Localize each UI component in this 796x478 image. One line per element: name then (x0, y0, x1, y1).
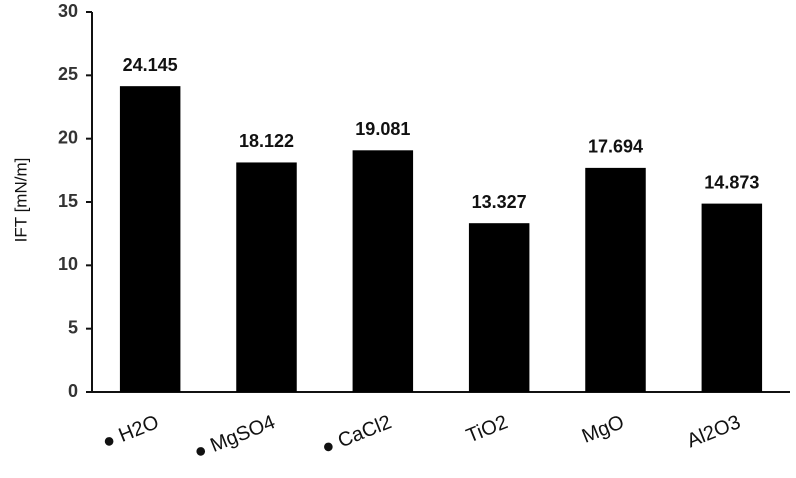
y-axis-label: IFT [mN/m] (11, 158, 30, 243)
x-tick-label: ● H2O (99, 411, 162, 453)
value-label: 14.873 (704, 172, 759, 192)
y-tick-label: 10 (58, 254, 78, 274)
y-tick-label: 15 (58, 191, 78, 211)
y-tick-label: 30 (58, 1, 78, 21)
bar (701, 203, 763, 392)
bar (468, 223, 530, 392)
x-tick-label: Al2O3 (684, 411, 744, 452)
x-tick-label: ● CaCl2 (319, 411, 395, 459)
x-tick-label: ● MgSO4 (191, 411, 278, 463)
bar (585, 167, 646, 392)
value-label: 17.694 (588, 137, 643, 157)
value-label: 18.122 (239, 131, 294, 151)
bar (119, 86, 181, 392)
y-tick-label: 20 (58, 127, 78, 147)
y-tick-label: 5 (68, 317, 78, 337)
x-tick-label: MgO (579, 411, 627, 448)
bar (236, 162, 297, 392)
y-tick-label: 25 (58, 64, 78, 84)
bar (352, 150, 414, 392)
y-tick-label: 0 (68, 381, 78, 401)
x-tick-label: TiO2 (463, 411, 511, 447)
value-label: 24.145 (123, 55, 178, 75)
value-label: 19.081 (355, 119, 410, 139)
value-label: 13.327 (472, 192, 527, 212)
